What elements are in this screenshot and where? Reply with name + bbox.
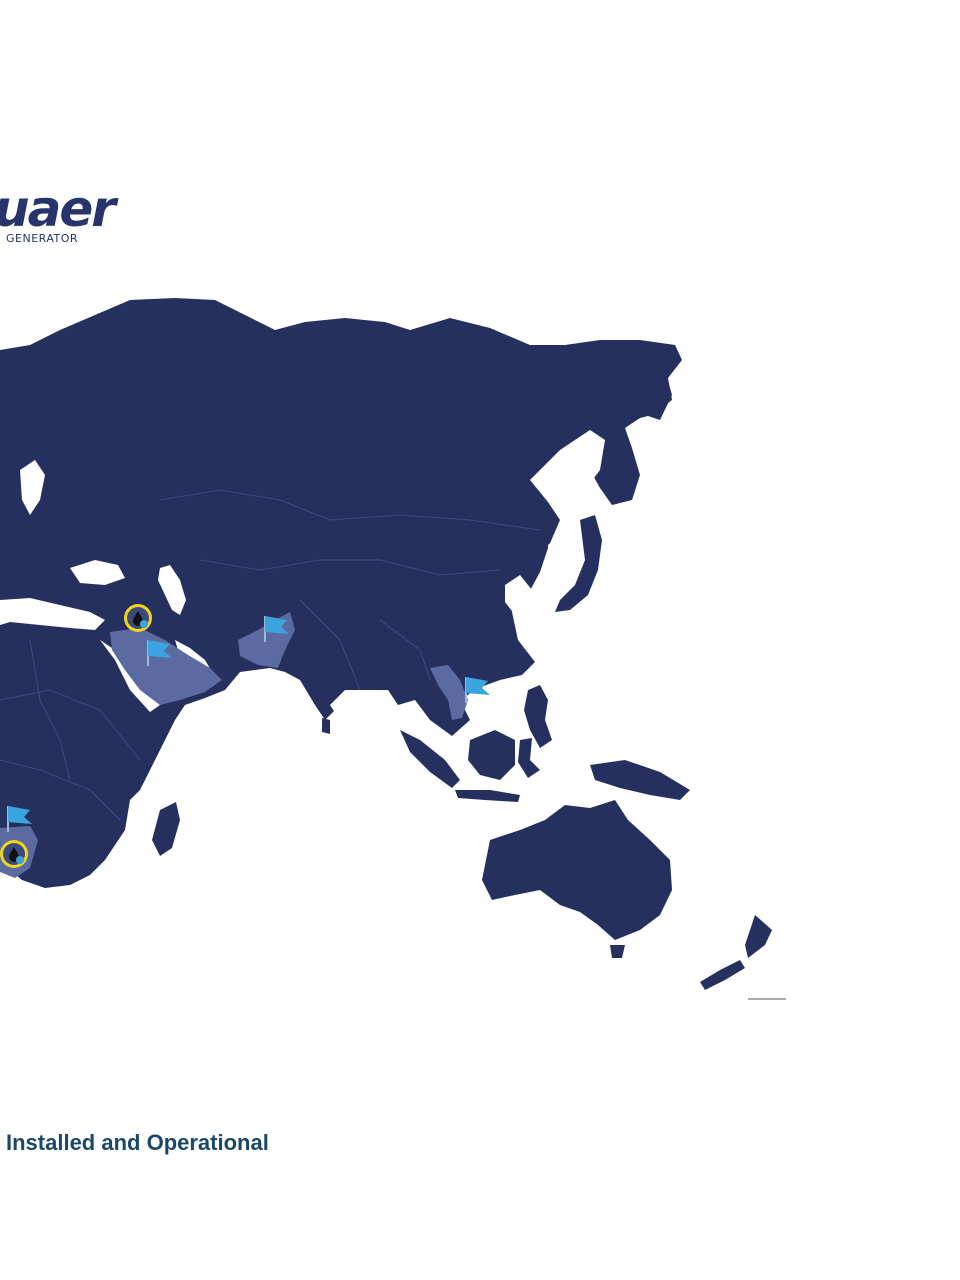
logo-subtitle: GENERATOR <box>6 232 79 245</box>
world-map <box>0 298 786 1000</box>
sri-lanka-landmass <box>322 718 330 734</box>
landmass <box>0 298 682 888</box>
kamchatka-landmass <box>640 370 672 420</box>
flag-icon-vietnam <box>465 677 490 703</box>
sumatra-landmass <box>400 730 460 788</box>
new-zealand-landmass <box>700 915 772 990</box>
vietnam-region <box>430 665 468 720</box>
caspian-sea <box>158 565 186 615</box>
saudi-arabia-region <box>110 628 222 705</box>
logo-wordmark: uaer <box>0 180 116 238</box>
mediterranean-sea <box>0 598 105 630</box>
flag-icon-saudi-arabia <box>147 640 172 666</box>
eurasia-africa-landmass <box>0 298 682 888</box>
philippines-landmass <box>524 685 552 748</box>
taiwan-landmass <box>516 648 524 668</box>
oil-marker-iraq <box>124 604 152 632</box>
sulawesi-landmass <box>518 738 540 778</box>
bay-of-bengal <box>330 690 392 740</box>
sakhalin-landmass <box>610 425 630 500</box>
madagascar-landmass <box>152 802 180 856</box>
tasmania-landmass <box>610 945 625 958</box>
black-sea <box>70 560 125 585</box>
borneo-landmass <box>468 730 515 780</box>
sea-of-japan <box>548 530 580 580</box>
oil-marker-namibia <box>0 840 28 868</box>
baltic-sea <box>20 460 45 515</box>
country-borders <box>0 489 541 821</box>
australia-landmass <box>482 800 672 940</box>
new-guinea-landmass <box>590 760 690 800</box>
flag-icon-namibia <box>7 806 32 832</box>
japan-landmass <box>555 515 602 612</box>
company-logo: uaer GENERATOR <box>0 180 140 252</box>
yellow-sea <box>505 575 532 615</box>
legend-label: Installed and Operational <box>6 1130 269 1155</box>
flag-icon-pakistan <box>264 616 289 642</box>
java-landmass <box>455 790 520 802</box>
sea-of-okhotsk <box>540 430 605 498</box>
